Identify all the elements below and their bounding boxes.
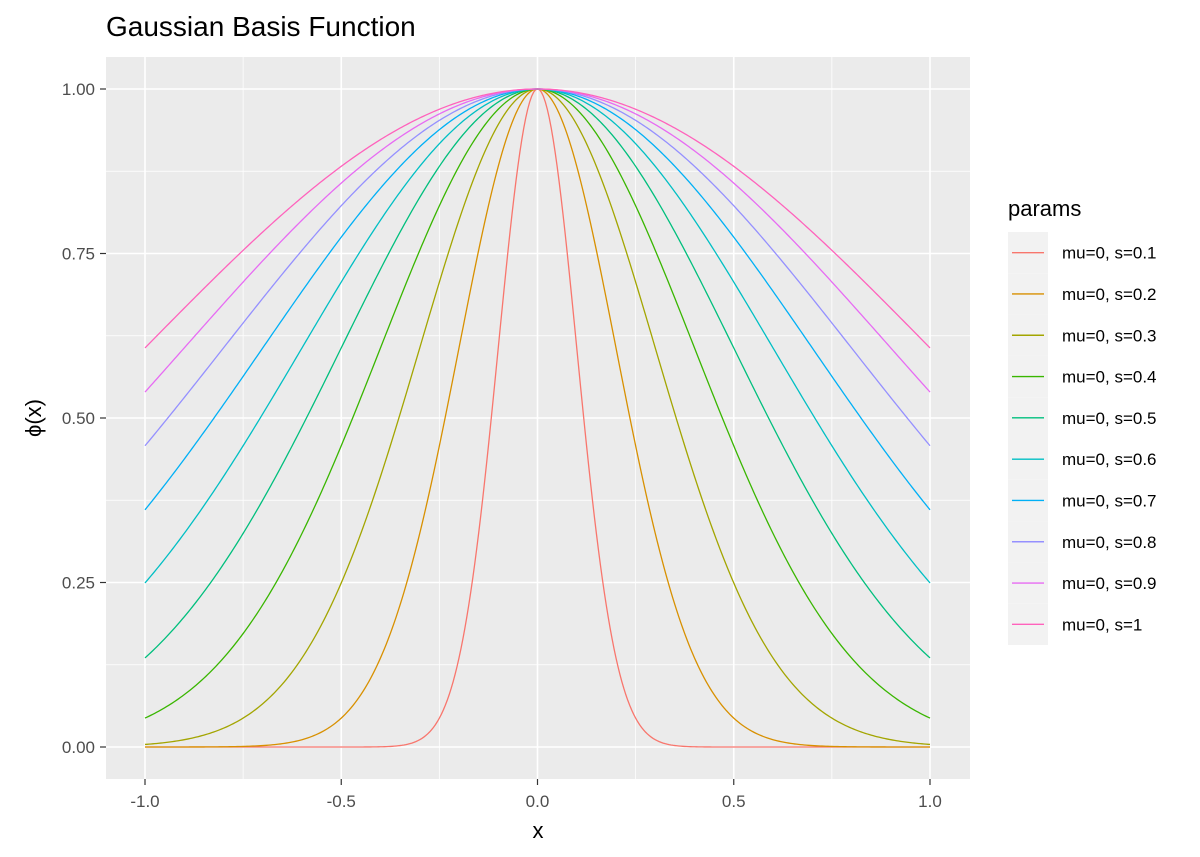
x-axis-ticks: -1.0 -0.5 0.0 0.5 1.0 [130, 779, 942, 811]
legend-label: mu=0, s=0.5 [1062, 409, 1157, 428]
legend-item: mu=0, s=0.7 [1008, 479, 1157, 522]
legend-label: mu=0, s=0.1 [1062, 244, 1157, 263]
x-tick-label: -0.5 [327, 792, 356, 811]
legend-title: params [1008, 196, 1081, 221]
legend-item: mu=0, s=0.1 [1008, 232, 1157, 274]
x-tick-label: 0.5 [722, 792, 746, 811]
legend-item: mu=0, s=0.4 [1008, 355, 1157, 398]
x-tick-label: 1.0 [918, 792, 942, 811]
legend-item: mu=0, s=0.3 [1008, 314, 1157, 356]
legend: params mu=0, s=0.1 mu=0, s=0.2 mu=0, s=0.3… [1008, 196, 1157, 645]
y-tick-label: 0.50 [62, 409, 95, 428]
legend-item: mu=0, s=0.8 [1008, 521, 1157, 563]
legend-label: mu=0, s=0.8 [1062, 533, 1157, 552]
legend-label: mu=0, s=0.4 [1062, 368, 1157, 387]
y-axis-title: ϕ(x) [21, 399, 46, 437]
x-axis-title: x [533, 818, 544, 843]
series-lines [144, 88, 931, 748]
series-line [144, 88, 931, 349]
legend-label: mu=0, s=0.3 [1062, 326, 1157, 345]
legend-label: mu=0, s=0.6 [1062, 450, 1157, 469]
x-tick-label: -1.0 [130, 792, 159, 811]
legend-label: mu=0, s=0.2 [1062, 285, 1157, 304]
legend-items: mu=0, s=0.1 mu=0, s=0.2 mu=0, s=0.3 mu=0, s… [1008, 232, 1157, 645]
legend-item: mu=0, s=0.2 [1008, 273, 1157, 315]
legend-label: mu=0, s=0.9 [1062, 574, 1157, 593]
legend-item: mu=0, s=0.5 [1008, 397, 1157, 439]
legend-item: mu=0, s=0.9 [1008, 562, 1157, 604]
x-tick-label: 0.0 [526, 792, 550, 811]
y-tick-label: 0.75 [62, 245, 95, 264]
legend-label: mu=0, s=0.7 [1062, 491, 1157, 510]
y-tick-label: 0.00 [62, 738, 95, 757]
y-tick-label: 0.25 [62, 574, 95, 593]
y-axis-ticks: 0.00 0.25 0.50 0.75 1.00 [62, 80, 106, 757]
chart-title: Gaussian Basis Function [106, 11, 416, 42]
y-tick-label: 1.00 [62, 80, 95, 99]
legend-item: mu=0, s=0.6 [1008, 438, 1157, 480]
legend-item: mu=0, s=1 [1008, 603, 1142, 645]
legend-label: mu=0, s=1 [1062, 615, 1142, 634]
grid-major-lines [106, 57, 970, 779]
